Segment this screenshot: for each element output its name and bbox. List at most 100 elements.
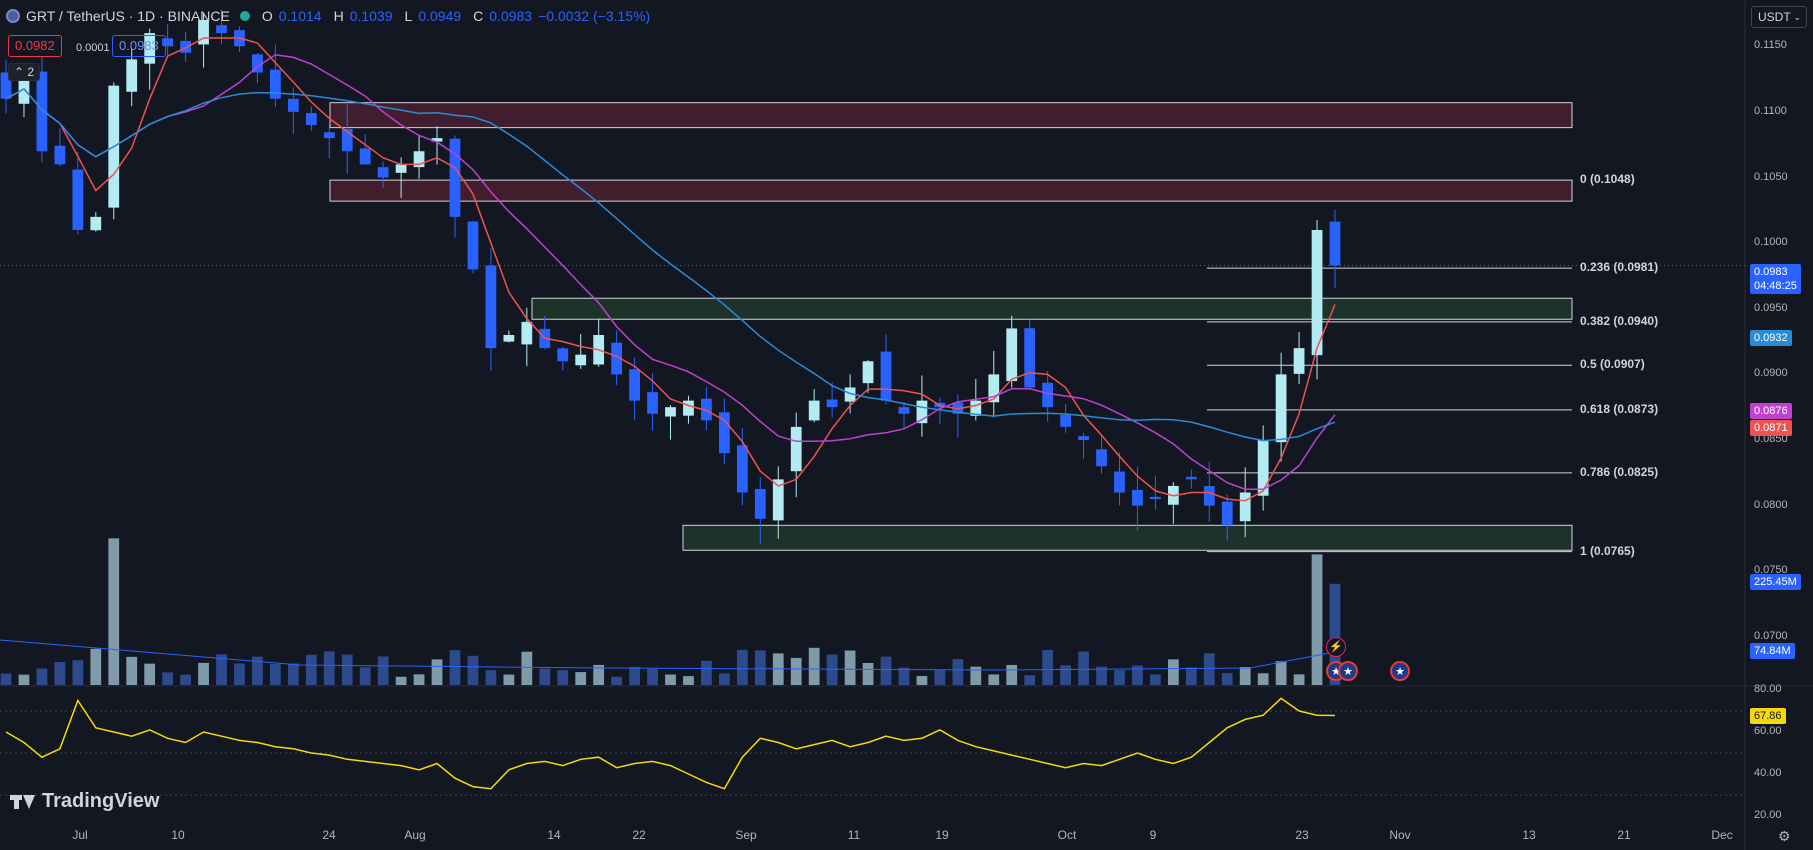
candle-body bbox=[754, 488, 766, 519]
candle-body bbox=[826, 399, 838, 408]
volume-bar bbox=[1221, 673, 1233, 685]
volume-bar bbox=[144, 663, 156, 685]
candle-body bbox=[629, 369, 640, 401]
volume-bar bbox=[108, 538, 120, 685]
candle-body bbox=[898, 407, 910, 414]
price-tick: 0.0850 bbox=[1754, 433, 1788, 445]
tradingview-mark-icon bbox=[10, 794, 36, 809]
volume-bar bbox=[1060, 665, 1071, 685]
volume-bar bbox=[611, 676, 623, 685]
volume-bar bbox=[826, 654, 838, 685]
gear-icon[interactable]: ⚙ bbox=[1778, 828, 1791, 844]
time-tick: 10 bbox=[171, 828, 185, 842]
volume-bar bbox=[916, 675, 928, 685]
volume-bar bbox=[36, 668, 48, 685]
candle-body bbox=[1203, 486, 1215, 506]
volume-bar bbox=[126, 656, 138, 685]
candle-body bbox=[431, 138, 443, 142]
volume-bar bbox=[198, 662, 209, 685]
volume-bar bbox=[395, 676, 407, 685]
volume-bar bbox=[1185, 667, 1197, 685]
resistance-zone bbox=[329, 102, 1573, 129]
us-flag-event-icon[interactable]: ★ bbox=[1338, 661, 1358, 681]
candle-body bbox=[413, 151, 425, 168]
logo-text: TradingView bbox=[42, 790, 160, 812]
lightning-icon[interactable]: ⚡ bbox=[1326, 637, 1346, 657]
volume-bar bbox=[270, 663, 281, 685]
candle-body bbox=[162, 38, 174, 47]
ma-red-line bbox=[5, 37, 1336, 502]
volume-bar bbox=[305, 654, 317, 685]
volume-bar bbox=[54, 662, 66, 685]
volume-bar bbox=[557, 670, 569, 685]
candle-body bbox=[844, 387, 856, 402]
volume-bar bbox=[180, 674, 191, 685]
time-tick: 14 bbox=[547, 828, 561, 842]
candle-body bbox=[736, 445, 748, 493]
tradingview-logo[interactable]: TradingView bbox=[10, 790, 159, 813]
ma-purple-label: 0.0876 bbox=[1750, 403, 1792, 419]
volume-bar bbox=[1006, 664, 1018, 685]
candle-body bbox=[449, 138, 461, 217]
volume-bar bbox=[988, 674, 1000, 685]
volume-label: 225.45M bbox=[1750, 574, 1801, 590]
candle-body bbox=[701, 398, 712, 421]
currency-label: USDT bbox=[1758, 10, 1791, 24]
candle-body bbox=[126, 59, 138, 92]
candle-body bbox=[72, 169, 84, 230]
fib-level-label: 0.786 (0.0825) bbox=[1580, 464, 1659, 479]
support-zone bbox=[682, 524, 1573, 551]
time-tick: Sep bbox=[735, 828, 757, 842]
support-zone bbox=[531, 297, 1573, 320]
volume-bar bbox=[629, 666, 640, 685]
candle-body bbox=[305, 113, 317, 125]
candle-body bbox=[1329, 221, 1341, 266]
sell-button[interactable]: 0.0982 bbox=[8, 35, 62, 57]
volume-bar bbox=[754, 650, 766, 685]
rsi-value-label: 67.86 bbox=[1750, 708, 1786, 724]
rsi-tick: 20.00 bbox=[1754, 809, 1782, 821]
volume-bar bbox=[575, 672, 587, 685]
volume-bar bbox=[970, 666, 982, 685]
symbol-title[interactable]: GRT / TetherUS · 1D · BINANCE bbox=[26, 8, 230, 24]
volume-bar bbox=[1293, 674, 1305, 685]
price-tick: 0.1050 bbox=[1754, 170, 1788, 183]
candle-body bbox=[1293, 348, 1305, 374]
price-tick: 0.1150 bbox=[1754, 39, 1787, 52]
candle-body bbox=[1239, 492, 1251, 522]
candle-body bbox=[1275, 374, 1287, 443]
ma-blue-label: 0.0932 bbox=[1750, 330, 1792, 346]
fib-level-label: 0.618 (0.0873) bbox=[1580, 401, 1659, 416]
rsi-tick: 40.00 bbox=[1754, 767, 1782, 779]
volume-bar bbox=[1132, 665, 1143, 685]
price-tick: 0.0950 bbox=[1754, 301, 1788, 314]
time-tick: Nov bbox=[1389, 828, 1411, 842]
volume-bar bbox=[377, 656, 389, 685]
candle-body bbox=[1042, 382, 1054, 408]
candle-body bbox=[1185, 476, 1197, 480]
volume-bar bbox=[234, 663, 245, 685]
us-flag-event-icon[interactable]: ★ bbox=[1390, 661, 1410, 681]
fib-level-label: 0.5 (0.0907) bbox=[1580, 357, 1645, 372]
price-tick: 0.0750 bbox=[1754, 564, 1788, 577]
volume-bar bbox=[898, 667, 910, 685]
candle-body bbox=[180, 40, 191, 53]
volume-bar bbox=[1024, 675, 1036, 685]
time-tick: 13 bbox=[1522, 828, 1536, 842]
candle-body bbox=[90, 216, 102, 231]
candle-body bbox=[323, 132, 335, 139]
ohlc-low-value: 0.0949 bbox=[418, 8, 462, 24]
candle-body bbox=[916, 400, 928, 424]
candle-body bbox=[198, 20, 209, 45]
ohlc-open-value: 0.1014 bbox=[278, 8, 322, 24]
buy-button[interactable]: 0.0983 bbox=[112, 35, 166, 57]
ohlc-close-value: 0.0983 bbox=[489, 8, 533, 24]
candle-body bbox=[1078, 436, 1089, 440]
currency-selector[interactable]: USDT ⌄ bbox=[1751, 6, 1807, 28]
volume-bar bbox=[701, 660, 712, 685]
candle-body bbox=[270, 69, 281, 99]
indicators-collapse-toggle[interactable]: ⌃ 2 bbox=[8, 63, 41, 81]
